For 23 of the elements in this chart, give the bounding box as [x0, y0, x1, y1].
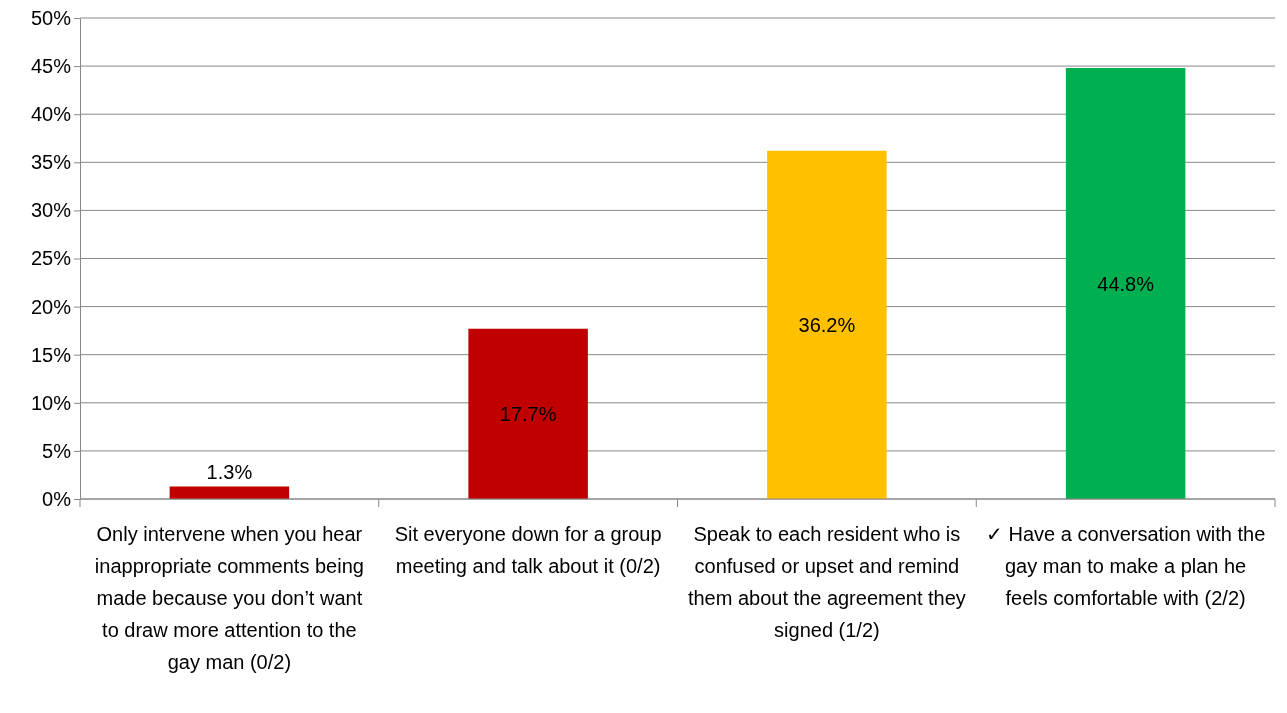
- y-tick-label: 20%: [30, 295, 72, 318]
- y-tick-label: 40%: [30, 103, 72, 126]
- bar: [767, 150, 887, 499]
- x-tick-label: Only intervene when you hear inappropriate comments being made because you don’t want to draw more attention to the gay man (0/2): [94, 523, 364, 673]
- y-tick-label: 5%: [42, 439, 72, 462]
- y-tick-label: 30%: [30, 199, 72, 222]
- data-label: 36.2%: [798, 313, 856, 336]
- y-tick-label: 50%: [30, 6, 72, 29]
- y-tick-label: 15%: [30, 343, 72, 366]
- bar: [468, 328, 588, 499]
- y-tick-label: 10%: [30, 391, 72, 414]
- x-tick-label: ✓ Have a conversation with the gay man to make a plan he feels comfortable with (2/2): [985, 523, 1266, 609]
- x-tick-label: Sit everyone down for a group meeting and talk about it (0/2): [394, 523, 662, 577]
- y-tick-label: 45%: [30, 55, 72, 77]
- bar: [169, 486, 290, 499]
- y-tick-label: 0%: [42, 487, 72, 510]
- data-label: 44.8%: [1097, 272, 1155, 295]
- y-tick-label: 35%: [30, 151, 72, 174]
- data-label: 1.3%: [206, 461, 253, 484]
- bar: [1065, 68, 1186, 499]
- data-label: 17.7%: [499, 402, 557, 425]
- y-tick-label: 25%: [30, 247, 72, 270]
- x-tick-label: Speak to each resident who is confused or upset and remind them about the agreement they signed (1/2): [687, 523, 966, 641]
